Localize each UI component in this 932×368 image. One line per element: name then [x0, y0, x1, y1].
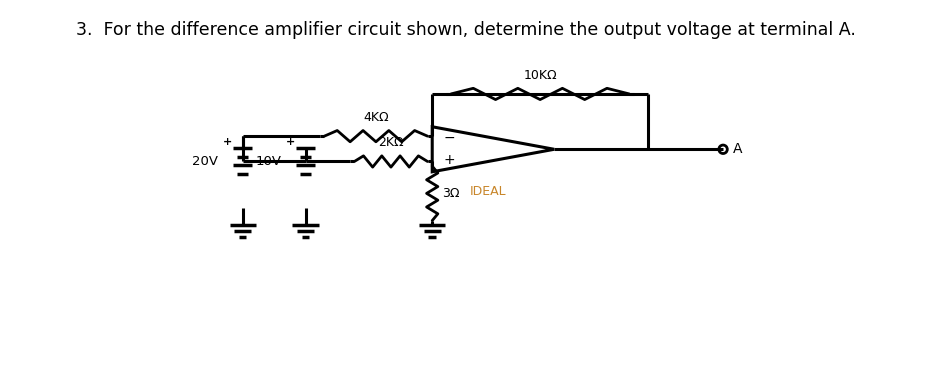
Text: 20V: 20V [192, 155, 218, 168]
Text: +: + [444, 153, 455, 167]
Text: −: − [444, 131, 455, 145]
Text: 10V: 10V [255, 155, 281, 168]
Text: 3.  For the difference amplifier circuit shown, determine the output voltage at : 3. For the difference amplifier circuit … [76, 21, 856, 39]
Text: +: + [223, 137, 232, 147]
Text: 10KΩ: 10KΩ [523, 69, 557, 82]
Text: 4KΩ: 4KΩ [363, 111, 389, 124]
Text: 3Ω: 3Ω [442, 187, 459, 200]
Text: A: A [733, 142, 742, 156]
Text: 2KΩ: 2KΩ [378, 136, 404, 149]
Text: IDEAL: IDEAL [471, 185, 507, 198]
Text: +: + [286, 137, 295, 147]
